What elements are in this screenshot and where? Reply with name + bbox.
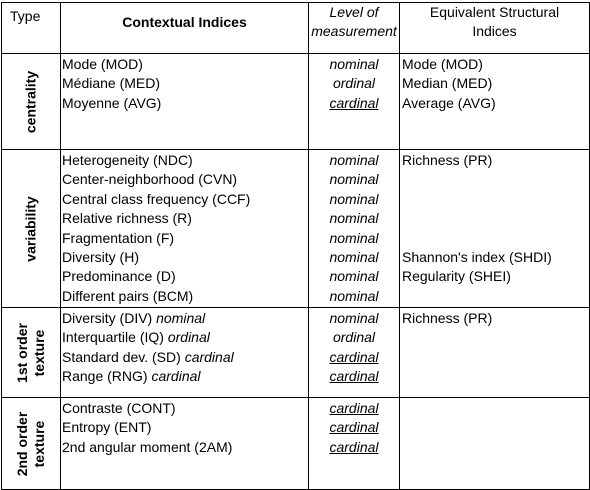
level-value: nominal bbox=[329, 171, 379, 188]
type-label-variability: variability bbox=[22, 195, 39, 262]
list-item: Médiane (MED) bbox=[62, 75, 161, 92]
list-item: Average (AVG) bbox=[402, 94, 496, 111]
level-value: cardinal bbox=[329, 348, 379, 365]
contextual-2nd-order-texture: Contraste (CONT) Entropy (ENT) 2nd angul… bbox=[60, 397, 309, 490]
spacer bbox=[402, 229, 589, 248]
spacer bbox=[402, 190, 589, 209]
list-item: Predominance (D) bbox=[62, 268, 176, 285]
level-value: nominal bbox=[329, 210, 379, 227]
header-level-line1: Level of bbox=[329, 4, 379, 20]
type-label-centrality: centrality bbox=[22, 70, 39, 133]
row-2nd-order-texture: 2nd order texture Contraste (CONT) Entro… bbox=[1, 397, 590, 490]
type-cell-centrality: centrality bbox=[1, 53, 61, 150]
levels-2nd-order-texture: cardinal cardinal cardinal bbox=[308, 397, 400, 490]
level-value: nominal bbox=[329, 56, 379, 72]
levels-1st-order-texture: nominal ordinal cardinal cardinal bbox=[308, 307, 400, 398]
list-item: 2nd angular moment (2AM) bbox=[62, 438, 233, 455]
list-item: Richness (PR) bbox=[402, 152, 493, 168]
row-centrality: centrality Mode (MOD) Médiane (MED) Moye… bbox=[1, 53, 590, 150]
list-item: Center-neighborhood (CVN) bbox=[62, 171, 238, 188]
level-value: nominal bbox=[329, 287, 379, 304]
level-value: nominal bbox=[329, 229, 379, 246]
header-type: Type bbox=[1, 2, 61, 54]
header-contextual-indices: Contextual Indices bbox=[60, 2, 309, 54]
list-item: Median (MED) bbox=[402, 75, 493, 92]
type-cell-1st-order-texture: 1st order texture bbox=[1, 307, 61, 398]
list-item: Central class frequency (CCF) bbox=[62, 190, 251, 207]
header-level-of-measurement: Level of measurement bbox=[308, 2, 400, 54]
header-row: Type Contextual Indices Level of measure… bbox=[1, 2, 590, 54]
type-cell-variability: variability bbox=[1, 149, 61, 308]
header-equivalent-structural-indices: Equivalent Structural Indices bbox=[399, 2, 590, 54]
header-level-line2: measurement bbox=[311, 23, 397, 40]
type-label-2nd-order-texture: 2nd order texture bbox=[14, 411, 47, 476]
level-value: nominal bbox=[329, 152, 379, 168]
list-item: Diversity (DIV) nominal bbox=[62, 310, 206, 326]
list-item: Richness (PR) bbox=[402, 310, 493, 326]
list-item: Interquartile (IQ) ordinal bbox=[62, 329, 210, 346]
list-item: Mode (MOD) bbox=[62, 56, 143, 72]
equivalent-centrality: Mode (MOD) Median (MED) Average (AVG) bbox=[399, 53, 590, 150]
level-value: nominal bbox=[329, 268, 379, 285]
list-item: Regularity (SHEI) bbox=[402, 268, 511, 285]
list-item: Mode (MOD) bbox=[402, 56, 483, 72]
row-1st-order-texture: 1st order texture Diversity (DIV) nomina… bbox=[1, 307, 590, 398]
list-item: Range (RNG) cardinal bbox=[62, 368, 201, 385]
equivalent-1st-order-texture: Richness (PR) bbox=[399, 307, 590, 398]
spacer bbox=[402, 209, 589, 228]
header-equiv-line1: Equivalent Structural bbox=[429, 4, 560, 20]
level-value: cardinal bbox=[329, 419, 379, 436]
level-value: cardinal bbox=[329, 94, 379, 111]
level-value: cardinal bbox=[329, 400, 379, 416]
row-variability: variability Heterogeneity (NDC) Center-n… bbox=[1, 149, 590, 308]
contextual-variability: Heterogeneity (NDC) Center-neighborhood … bbox=[60, 149, 309, 308]
list-item: Shannon's index (SHDI) bbox=[402, 248, 552, 265]
list-item: Heterogeneity (NDC) bbox=[62, 152, 193, 168]
levels-centrality: nominal ordinal cardinal bbox=[308, 53, 400, 150]
type-cell-2nd-order-texture: 2nd order texture bbox=[1, 397, 61, 490]
spacer bbox=[402, 170, 589, 189]
list-item: Different pairs (BCM) bbox=[62, 287, 194, 304]
level-value: nominal bbox=[329, 248, 379, 265]
list-item: Standard dev. (SD) cardinal bbox=[62, 348, 234, 365]
level-value: ordinal bbox=[332, 75, 376, 92]
type-label-1st-order-texture: 1st order texture bbox=[14, 322, 47, 383]
level-value: cardinal bbox=[329, 368, 379, 385]
level-value: cardinal bbox=[329, 438, 379, 455]
contextual-1st-order-texture: Diversity (DIV) nominal Interquartile (I… bbox=[60, 307, 309, 398]
equivalent-2nd-order-texture bbox=[399, 397, 590, 490]
list-item: Entropy (ENT) bbox=[62, 419, 152, 436]
equivalent-variability: Richness (PR) Shannon's index (SHDI) Reg… bbox=[399, 149, 590, 308]
levels-variability: nominal nominal nominal nominal nominal … bbox=[308, 149, 400, 308]
list-item: Fragmentation (F) bbox=[62, 229, 175, 246]
level-value: nominal bbox=[329, 190, 379, 207]
list-item: Contraste (CONT) bbox=[62, 400, 176, 416]
list-item: Moyenne (AVG) bbox=[62, 94, 162, 111]
level-value: ordinal bbox=[332, 329, 376, 346]
list-item: Relative richness (R) bbox=[62, 210, 192, 227]
list-item: Diversity (H) bbox=[62, 248, 139, 265]
level-value: nominal bbox=[329, 310, 379, 326]
contextual-centrality: Mode (MOD) Médiane (MED) Moyenne (AVG) bbox=[60, 53, 309, 150]
header-equiv-line2: Indices bbox=[472, 23, 517, 40]
